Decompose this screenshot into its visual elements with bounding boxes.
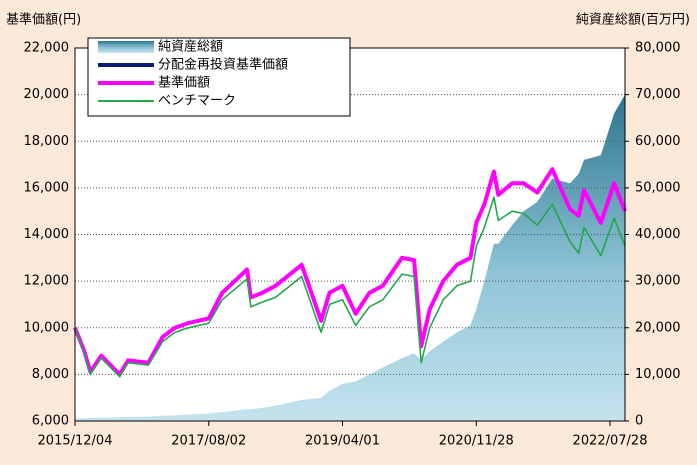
x-tick-label: 2022/07/28 xyxy=(573,434,648,449)
legend-swatch xyxy=(98,41,154,53)
y-tick-label: 18,000 xyxy=(24,134,70,149)
line xyxy=(74,196,626,378)
x-tick-label: 2019/04/01 xyxy=(305,434,380,449)
y-tick-label: 16,000 xyxy=(24,180,70,195)
legend-label: 純資産総額 xyxy=(158,39,223,55)
line xyxy=(73,167,627,377)
y2-tick-label: 0 xyxy=(635,414,643,429)
y-tick-label: 20,000 xyxy=(24,87,70,102)
y2-tick-label: 80,000 xyxy=(635,41,681,56)
y-tick-label: 10,000 xyxy=(24,320,70,335)
y-tick-label: 14,000 xyxy=(24,227,70,242)
y-axis-title: 基準価額(円) xyxy=(6,12,81,28)
y2-tick-label: 10,000 xyxy=(635,367,681,382)
y-tick-label: 6,000 xyxy=(32,414,69,429)
legend-label: ベンチマーク xyxy=(158,94,236,109)
y2-tick-label: 30,000 xyxy=(635,274,681,289)
x-tick-label: 2017/08/02 xyxy=(171,434,246,449)
y-tick-label: 8,000 xyxy=(32,367,69,382)
legend-label: 分配金再投資基準価額 xyxy=(158,57,288,73)
y2-tick-label: 70,000 xyxy=(635,87,681,102)
y2-axis-title: 純資産総額(百万円) xyxy=(576,12,690,28)
y-tick-label: 12,000 xyxy=(24,274,70,289)
y2-tick-label: 60,000 xyxy=(635,134,681,149)
area xyxy=(75,94,625,421)
y2-tick-label: 40,000 xyxy=(635,227,681,242)
y2-tick-label: 20,000 xyxy=(635,320,681,335)
x-tick-label: 2015/12/04 xyxy=(38,434,113,449)
legend-label: 基準価額 xyxy=(158,75,210,91)
x-tick-label: 2020/11/28 xyxy=(439,434,514,449)
y2-tick-label: 50,000 xyxy=(635,180,681,195)
y-tick-label: 22,000 xyxy=(24,41,70,56)
